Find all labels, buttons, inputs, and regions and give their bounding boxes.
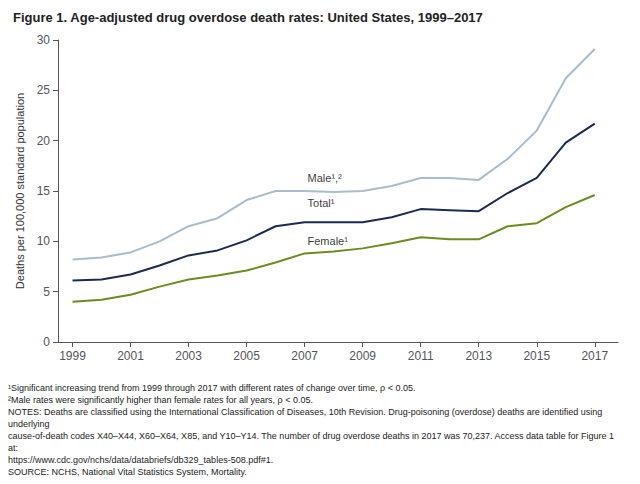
svg-text:at:: at:	[8, 443, 18, 453]
svg-text:underlying: underlying	[8, 419, 50, 429]
svg-text:https://www.cdc.gov/nchs/data/: https://www.cdc.gov/nchs/data/databriefs…	[8, 455, 273, 465]
svg-text:2011: 2011	[408, 349, 434, 363]
svg-text:2013: 2013	[465, 349, 492, 363]
svg-text:25: 25	[37, 83, 51, 97]
svg-text:1999: 1999	[59, 349, 86, 363]
svg-text:2005: 2005	[233, 349, 260, 363]
svg-text:5: 5	[43, 285, 50, 299]
svg-text:Total¹: Total¹	[308, 197, 335, 209]
svg-text:2017: 2017	[581, 349, 608, 363]
svg-text:10: 10	[37, 234, 51, 248]
svg-text:Female¹: Female¹	[308, 235, 349, 247]
svg-text:SOURCE: NCHS, National Vital S: SOURCE: NCHS, National Vital Statistics …	[8, 467, 247, 477]
svg-text:Deaths per 100,000 standard po: Deaths per 100,000 standard population	[14, 93, 26, 289]
svg-text:30: 30	[37, 33, 51, 47]
svg-text:²Male rates were significantly: ²Male rates were significantly higher th…	[8, 395, 313, 405]
svg-text:20: 20	[37, 134, 51, 148]
svg-text:2003: 2003	[175, 349, 202, 363]
svg-text:Figure 1. Age-adjusted drug ov: Figure 1. Age-adjusted drug overdose dea…	[13, 10, 483, 25]
svg-text:2009: 2009	[349, 349, 376, 363]
svg-text:Male¹,²: Male¹,²	[308, 172, 343, 184]
svg-text:cause-of-death codes X40–X44,: cause-of-death codes X40–X44, X60–X64, X…	[8, 431, 617, 441]
svg-text:2007: 2007	[291, 349, 318, 363]
svg-text:2015: 2015	[523, 349, 550, 363]
svg-text:2001: 2001	[117, 349, 144, 363]
svg-text:15: 15	[37, 184, 51, 198]
svg-text:NOTES: Deaths are classified u: NOTES: Deaths are classified using the I…	[8, 407, 605, 417]
svg-text:0: 0	[43, 335, 50, 349]
svg-text:¹Significant increasing trend: ¹Significant increasing trend from 1999 …	[8, 383, 415, 393]
